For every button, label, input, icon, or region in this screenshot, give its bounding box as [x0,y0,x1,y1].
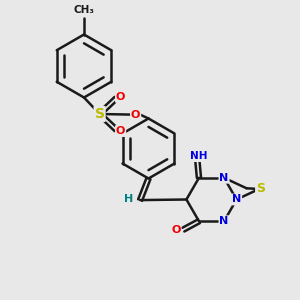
Text: O: O [116,126,125,136]
Text: O: O [171,225,181,235]
Text: N: N [219,173,229,183]
Text: O: O [131,110,140,120]
Text: N: N [219,216,229,226]
Text: CH₃: CH₃ [74,5,94,15]
Text: H: H [124,194,133,204]
Text: N: N [232,194,241,205]
Text: S: S [256,182,265,196]
Text: NH: NH [190,151,208,161]
Text: O: O [116,92,125,102]
Text: S: S [94,107,105,121]
